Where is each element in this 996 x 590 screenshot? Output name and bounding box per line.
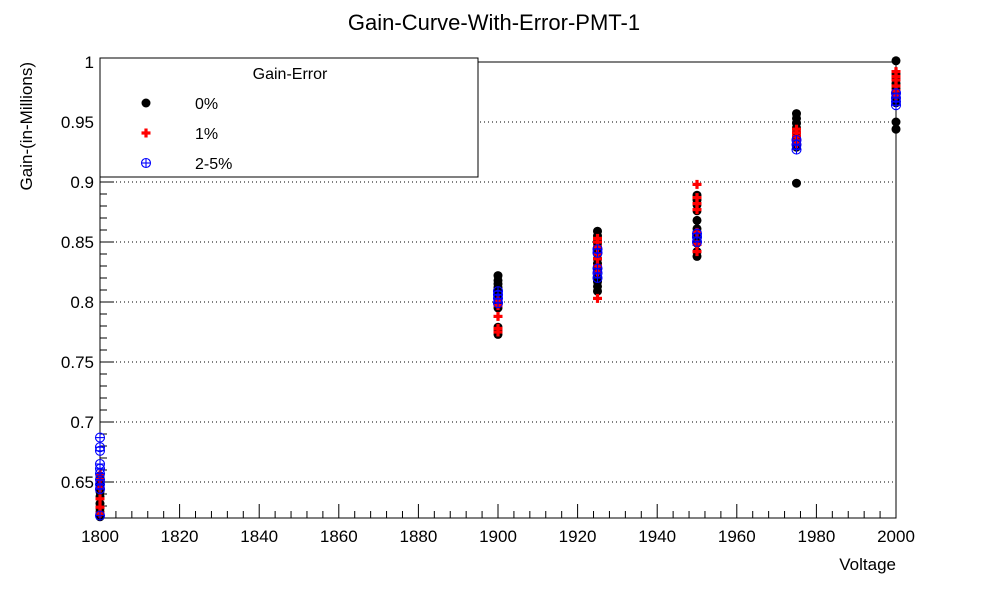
data-point: [593, 254, 602, 264]
data-point: [593, 293, 602, 303]
legend-marker-0: [141, 98, 151, 108]
data-point: [792, 109, 801, 119]
data-point: [792, 124, 801, 134]
data-point: [792, 178, 801, 188]
y-axis-ticks: 0.65 0.7 0.75 0.8 0.85 0.9 0.95 1: [61, 53, 114, 519]
x-axis-ticks: 1800 1820 1840 1860 1880 1900 1920 1940 1960 1980…: [81, 504, 915, 546]
data-point: [692, 247, 702, 257]
x-tick-label-7: 1940: [638, 527, 676, 546]
legend-box: [99, 57, 479, 178]
data-point: [891, 117, 901, 127]
legend-label-0: 0%: [195, 96, 218, 113]
data-point: [891, 71, 901, 81]
x-tick-label-10: 2000: [877, 527, 915, 546]
data-point: [493, 311, 503, 321]
y-tick-label-3: 0.8: [70, 293, 94, 312]
data-point: [94, 458, 106, 470]
data-point: [592, 263, 603, 274]
series-2: [94, 88, 902, 521]
x-tick-label-5: 1900: [479, 527, 517, 546]
legend-marker-2: [140, 157, 152, 169]
legend-title: Gain-Error: [253, 66, 328, 83]
data-point: [691, 228, 703, 239]
data-point: [692, 179, 702, 189]
data-point: [791, 134, 802, 146]
data-point: [592, 244, 603, 255]
data-point: [593, 233, 602, 243]
y-tick-label-7: 1: [85, 53, 94, 72]
x-tick-label-0: 1800: [81, 527, 119, 546]
y-axis-label: Gain-(in-Millions): [17, 62, 36, 190]
y-tick-label-5: 0.9: [70, 173, 94, 192]
y-tick-label-2: 0.75: [61, 353, 94, 372]
data-point: [94, 510, 106, 521]
data-point: [95, 502, 105, 512]
data-point: [94, 432, 106, 443]
x-tick-label-2: 1840: [240, 527, 278, 546]
data-point: [890, 88, 902, 99]
legend-marker-1: [141, 128, 151, 138]
data-point: [493, 271, 503, 281]
x-tick-label-9: 1980: [797, 527, 835, 546]
data-point: [692, 215, 702, 225]
x-tick-label-8: 1960: [718, 527, 756, 546]
data-point: [692, 205, 702, 215]
legend-label-2: 2-5%: [195, 156, 232, 173]
data-point: [492, 286, 504, 297]
x-tick-label-4: 1880: [399, 527, 437, 546]
data-point: [891, 124, 901, 134]
data-point: [493, 323, 503, 333]
y-tick-label-4: 0.85: [61, 233, 94, 252]
x-tick-label-1: 1820: [161, 527, 199, 546]
data-point: [95, 494, 105, 504]
x-tick-label-6: 1920: [559, 527, 597, 546]
data-point: [891, 81, 901, 91]
legend-label-1: 1%: [195, 126, 218, 143]
data-point: [94, 442, 106, 453]
data-point: [692, 193, 702, 203]
y-tick-label-1: 0.7: [70, 413, 94, 432]
x-tick-label-3: 1860: [320, 527, 358, 546]
y-tick-label-6: 0.95: [61, 113, 94, 132]
chart-title: Gain-Curve-With-Error-PMT-1: [348, 10, 640, 35]
data-point: [891, 56, 901, 66]
data-points: [94, 56, 902, 522]
data-point: [891, 67, 901, 77]
legend: Gain-Error 0% 1% 2-5%: [99, 57, 479, 178]
y-tick-label-0: 0.65: [61, 473, 94, 492]
x-axis-label: Voltage: [839, 555, 896, 574]
data-point: [593, 226, 602, 236]
data-point: [692, 199, 702, 209]
